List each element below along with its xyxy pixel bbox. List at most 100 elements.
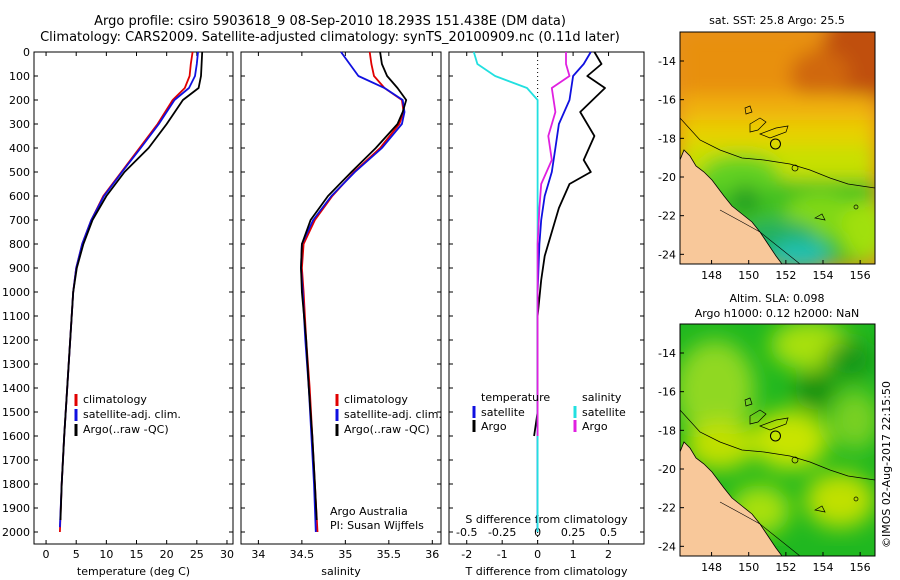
depth-tick-label: 100 [9,70,30,83]
sst-field [680,32,875,264]
sla-coastline [680,441,783,556]
depth-tick-label: 1700 [2,454,30,467]
difference-xtick-label: -2 [461,548,472,561]
depth-tick-label: 2000 [2,526,30,539]
sla-reef-3 [759,417,789,431]
difference-series-t-argo [533,51,606,437]
sst-reef-6 [853,204,859,210]
salinity-series-argo [300,51,408,521]
sst-argo-marker [769,138,781,150]
map-ytick-label: -18 [658,132,676,145]
salinity-legend-head: salinity [582,391,622,404]
difference-series-s-argo [536,52,571,436]
sla-argo-marker [769,430,781,442]
temperature-xtick-label: 25 [190,548,204,561]
difference-series-t-sat [536,51,592,532]
salinity-legend-sat: satellite [582,406,626,419]
profile-title: Argo profile: csiro 5903618_9 08-Sep-201… [94,14,566,29]
salinity-xtick-label: 36 [425,548,439,561]
sst-reef-1 [744,105,753,115]
salinity-legend-label: satellite-adj. clim. [344,408,442,421]
sst-reef-2 [749,117,767,133]
salinity-legend-argo: Argo [582,420,608,433]
depth-tick-label: 600 [9,190,30,203]
map-xtick-label: 154 [813,269,834,282]
sla-reef-2 [749,409,767,425]
difference-series-s-sat [472,51,539,532]
map-xtick-label: 152 [775,561,796,574]
temperature-xtick-label: 30 [220,548,234,561]
depth-tick-label: 700 [9,214,30,227]
temperature-legend-label: satellite-adj. clim. [83,408,181,421]
depth-tick-label: 1200 [2,334,30,347]
difference-xtick-label: 1 [570,548,577,561]
sla-map-title: Altim. SLA: 0.098 [729,292,824,305]
temperature-xtick-label: 20 [160,548,174,561]
salinity-diff-tick-label: 0.5 [600,526,618,539]
sla-isobath-2 [719,501,801,556]
sst-coastline [680,149,783,264]
temperature-xtick-label: 5 [73,548,80,561]
salinity-series-satellite [300,51,406,533]
sst-reef-5 [791,164,799,172]
map-ytick-label: -16 [658,386,676,399]
imos-timestamp: ©IMOS 02-Aug-2017 22:15:50 [880,381,893,548]
depth-tick-label: 300 [9,118,30,131]
argo-australia-note: Argo Australia [330,505,408,518]
map-xtick-label: 148 [701,269,722,282]
salinity-diff-tick-label: -0.5 [456,526,477,539]
sst-axis-ticks: 148 150 152 154 156 -14 -16 -18 -20 -22 -24 [658,55,871,282]
depth-tick-label: 1400 [2,382,30,395]
sst-isobath [680,117,875,189]
map-ytick-label: -22 [658,502,676,515]
depth-tick-label: 1900 [2,502,30,515]
temperature-panel: 0100200300400500600700800900100011001200… [2,46,234,578]
depth-tick-label: 400 [9,142,30,155]
temperature-legend-sat: satellite [481,406,525,419]
sla-field [680,324,875,535]
depth-tick-label: 1500 [2,406,30,419]
sla-reef-6 [853,496,859,502]
temperature-xtick-label: 10 [99,548,113,561]
sla-axis-ticks: 148 150 152 154 156 -14 -16 -18 -20 -22 -24 [658,347,871,574]
sla-reef-4 [814,505,826,513]
map-xtick-label: 156 [850,269,871,282]
salinity-legend-label: Argo(..raw -QC) [344,423,430,436]
depth-tick-label: 200 [9,94,30,107]
climatology-title: Climatology: CARS2009. Satellite-adjuste… [40,30,620,45]
depth-tick-label: 0 [23,46,30,59]
salinity-xlabel: salinity [321,565,361,578]
temperature-series-satellite [59,51,199,528]
depth-tick-label: 500 [9,166,30,179]
map-ytick-label: -14 [658,347,676,360]
sla-isobath [680,409,875,481]
temperature-series-climatology [59,51,194,533]
salinity-diff-tick-label: 0 [534,526,541,539]
difference-panel: -2 -1 0 1 2 -0.5 -0.25 0 0.25 0.5S difference fro… [448,51,645,578]
map-ytick-label: -24 [658,540,676,553]
temperature-legend-argo: Argo [481,420,507,433]
sst-reef-3 [759,125,789,139]
sla-reef-5 [791,456,799,464]
salinity-frame [240,51,442,545]
map-ytick-label: -16 [658,94,676,107]
depth-tick-label: 1800 [2,478,30,491]
salinity-diff-tick-label: -0.25 [488,526,516,539]
pi-note: PI: Susan Wijffels [330,519,424,532]
depth-tick-label: 1600 [2,430,30,443]
salinity-legend-label: climatology [344,393,408,406]
difference-xtick-label: 2 [605,548,612,561]
salinity-panel: 34 34.5 35 35.5 36 salinity climatology satelli… [240,51,442,578]
map-xtick-label: 150 [738,269,759,282]
sst-reef-4 [814,213,826,221]
map-xtick-label: 154 [813,561,834,574]
depth-tick-label: 1100 [2,310,30,323]
salinity-series-climatology [301,51,405,533]
map-xtick-label: 156 [850,561,871,574]
depth-tick-label: 1300 [2,358,30,371]
sla-map-subtitle: Argo h1000: 0.12 h2000: NaN [695,307,860,320]
sla-map: Altim. SLA: 0.098 Argo h1000: 0.12 h2000… [658,292,876,574]
temperature-legend-label: Argo(..raw -QC) [83,423,169,436]
difference-xtick-label: 0 [534,548,541,561]
